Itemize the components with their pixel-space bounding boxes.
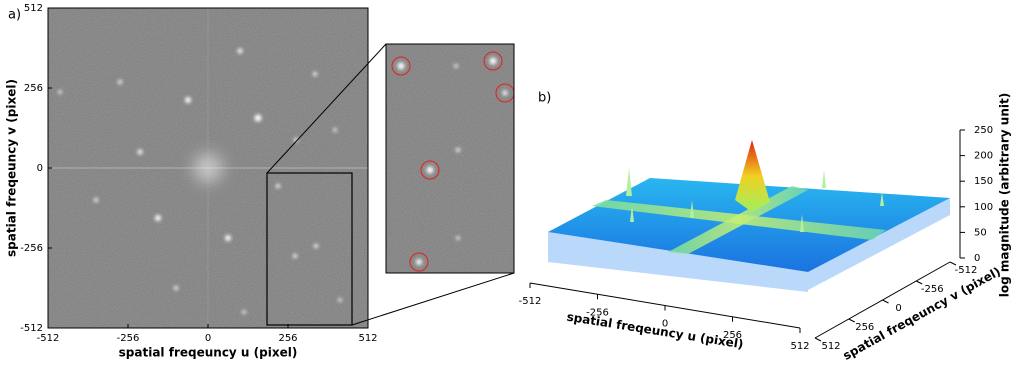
- tick-label: 200: [974, 151, 993, 162]
- tick-label: 512: [790, 341, 809, 352]
- tick-label: -256: [921, 284, 944, 295]
- tick-label: 50: [974, 227, 987, 238]
- tick-label: 512: [358, 333, 377, 344]
- tick-label: -512: [955, 265, 978, 276]
- tick-label: -256: [117, 333, 140, 344]
- tick-label: 150: [974, 176, 993, 187]
- tick-mark: [814, 337, 822, 342]
- surface: [548, 140, 950, 292]
- tick-label: 256: [24, 83, 43, 94]
- tick-label: 256: [723, 330, 742, 341]
- tick-label: 0: [974, 253, 980, 264]
- panel-label: b): [538, 91, 551, 106]
- tick-label: -512: [20, 323, 43, 334]
- tick-label: -256: [20, 243, 43, 254]
- tick-label: 100: [974, 202, 993, 213]
- tick-label: 256: [278, 333, 297, 344]
- tick-label: 250: [974, 125, 993, 136]
- panel-label: a): [8, 8, 21, 23]
- zoom-inset: [385, 43, 515, 274]
- x-axis-label: spatial freqeuncy u (pixel): [119, 346, 298, 360]
- tick-label: 0: [205, 333, 211, 344]
- tick-label: 512: [24, 3, 43, 14]
- x-axis-label: spatial freqeuncy u (pixel): [566, 310, 745, 352]
- tick-label: 0: [662, 319, 668, 330]
- spectrum-image: [47, 7, 515, 329]
- tick-mark: [949, 261, 957, 266]
- tick-label: 512: [821, 341, 840, 352]
- tick-label: 0: [895, 303, 901, 314]
- z-axis-label: log magnitude (arbitrary unit): [998, 93, 1012, 297]
- tick-mark: [916, 280, 923, 285]
- tick-mark: [882, 299, 889, 304]
- tick-label: 0: [37, 163, 43, 174]
- tick-label: -256: [586, 307, 609, 318]
- tick-label: -512: [519, 296, 542, 307]
- tick-label: 256: [855, 322, 874, 333]
- tick-label: -512: [37, 333, 60, 344]
- y-axis-label: spatial freqeuncy v (pixel): [5, 79, 19, 257]
- tick-mark: [848, 318, 855, 323]
- y-axis-label: spatial freqeuncy v (pixel): [841, 264, 1003, 363]
